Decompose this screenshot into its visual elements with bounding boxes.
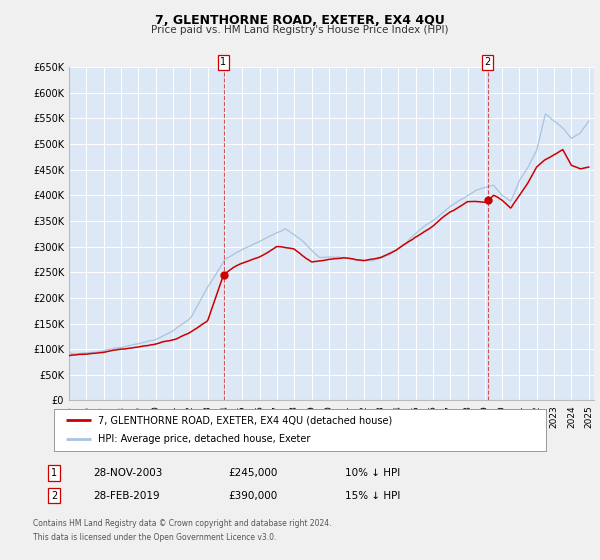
Text: £245,000: £245,000: [228, 468, 277, 478]
Text: Price paid vs. HM Land Registry's House Price Index (HPI): Price paid vs. HM Land Registry's House …: [151, 25, 449, 35]
Text: This data is licensed under the Open Government Licence v3.0.: This data is licensed under the Open Gov…: [33, 533, 277, 542]
Text: 7, GLENTHORNE ROAD, EXETER, EX4 4QU (detached house): 7, GLENTHORNE ROAD, EXETER, EX4 4QU (det…: [98, 415, 392, 425]
Text: HPI: Average price, detached house, Exeter: HPI: Average price, detached house, Exet…: [98, 435, 311, 445]
Text: Contains HM Land Registry data © Crown copyright and database right 2024.: Contains HM Land Registry data © Crown c…: [33, 519, 331, 528]
Text: 1: 1: [220, 57, 227, 67]
Text: 2: 2: [485, 57, 491, 67]
Text: 2: 2: [51, 491, 57, 501]
Text: 10% ↓ HPI: 10% ↓ HPI: [345, 468, 400, 478]
Text: 28-FEB-2019: 28-FEB-2019: [93, 491, 160, 501]
Text: 15% ↓ HPI: 15% ↓ HPI: [345, 491, 400, 501]
Text: 28-NOV-2003: 28-NOV-2003: [93, 468, 163, 478]
Text: £390,000: £390,000: [228, 491, 277, 501]
Text: 7, GLENTHORNE ROAD, EXETER, EX4 4QU: 7, GLENTHORNE ROAD, EXETER, EX4 4QU: [155, 14, 445, 27]
Text: 1: 1: [51, 468, 57, 478]
